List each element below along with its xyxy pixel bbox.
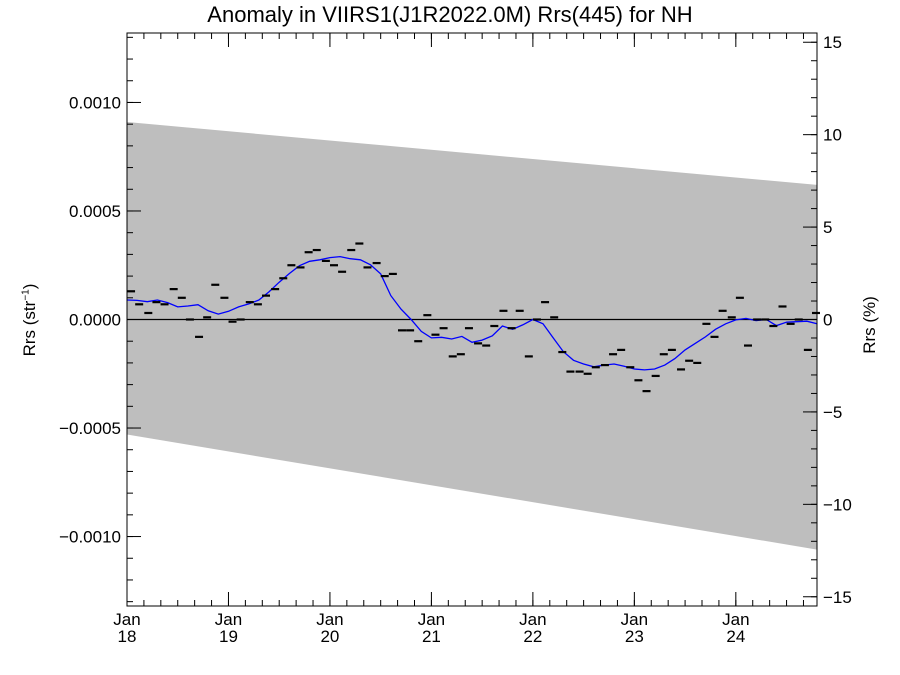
uncertainty-band xyxy=(127,121,817,550)
right-y-axis: 15 10 5 0 −5 −10 −15 xyxy=(803,33,852,607)
x-tick-year: 22 xyxy=(523,627,542,646)
left-tick-label: −0.0010 xyxy=(59,528,121,547)
right-tick-label: −10 xyxy=(823,495,852,514)
x-tick-year: 19 xyxy=(219,627,238,646)
x-tick-year: 20 xyxy=(320,627,339,646)
right-tick-label: −5 xyxy=(823,403,842,422)
x-tick-month: Jan xyxy=(722,610,749,629)
chart-title: Anomaly in VIIRS1(J1R2022.0M) Rrs(445) f… xyxy=(207,2,693,27)
x-tick-month: Jan xyxy=(621,610,648,629)
x-tick-month: Jan xyxy=(519,610,546,629)
x-tick-month: Jan xyxy=(113,610,140,629)
x-tick-month: Jan xyxy=(316,610,343,629)
right-tick-label: 10 xyxy=(823,126,842,145)
right-axis-label: Rrs (%) xyxy=(860,296,879,354)
x-tick-year: 18 xyxy=(118,627,137,646)
x-tick-year: 23 xyxy=(625,627,644,646)
left-axis-label-main: Rrs (str xyxy=(20,300,39,357)
left-tick-label: −0.0005 xyxy=(59,419,121,438)
x-tick-year: 21 xyxy=(422,627,441,646)
left-y-axis: 0.0010 0.0005 0.0000 −0.0005 −0.0010 xyxy=(59,36,141,603)
left-tick-label: 0.0010 xyxy=(69,93,121,112)
smoothed-series-line xyxy=(126,255,818,371)
right-tick-label: 0 xyxy=(823,311,832,330)
left-axis-label-close: ) xyxy=(20,283,39,290)
left-tick-label: 0.0005 xyxy=(69,202,121,221)
x-tick-year: 24 xyxy=(726,627,745,646)
left-axis-label: Rrs (str−1) xyxy=(20,284,40,357)
monthly-points xyxy=(127,242,820,393)
left-tick-label: 0.0000 xyxy=(69,311,121,330)
right-tick-label: 5 xyxy=(823,218,832,237)
x-tick-month: Jan xyxy=(215,610,242,629)
right-tick-label: −15 xyxy=(823,588,852,607)
left-axis-label-sup: −1 xyxy=(20,289,32,301)
x-tick-month: Jan xyxy=(418,610,445,629)
right-tick-label: 15 xyxy=(823,33,842,52)
